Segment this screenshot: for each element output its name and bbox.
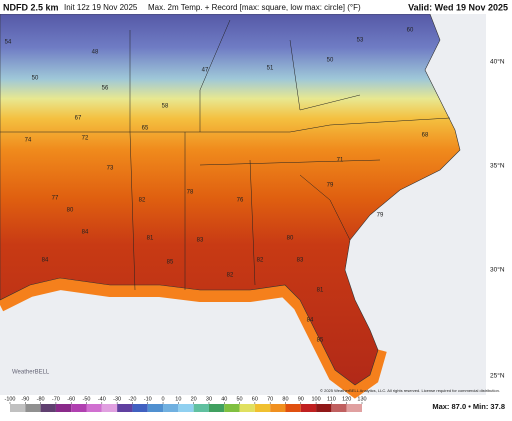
station-value: 48: [92, 50, 99, 56]
station-value: 85: [317, 338, 324, 344]
colorbar-tick: 60: [252, 396, 258, 402]
station-value: 60: [407, 28, 414, 34]
colorbar-segment: [55, 404, 72, 412]
colorbar-segment: [254, 404, 271, 412]
station-value: 50: [32, 76, 39, 82]
station-value: 81: [317, 288, 324, 294]
station-value: 51: [267, 66, 274, 72]
copyright: © 2025 WeatherBELL Analytics, LLC. All r…: [320, 388, 500, 393]
station-value: 72: [82, 136, 89, 142]
station-value: 73: [107, 166, 114, 172]
init: Init 12z 19 Nov 2025: [64, 3, 138, 12]
colorbar-tick: -90: [21, 396, 29, 402]
logo: WeatherBELL: [12, 370, 50, 376]
colorbar-segment: [101, 404, 118, 412]
station-value: 79: [377, 213, 384, 219]
station-value: 54: [5, 40, 12, 46]
colorbar-tick: 0: [162, 396, 165, 402]
colorbar-tick: -60: [67, 396, 75, 402]
colorbar-segment: [40, 404, 56, 412]
station-value: 82: [139, 198, 146, 204]
colorbar-tick: 130: [357, 396, 366, 402]
colorbar-segment: [331, 404, 347, 412]
station-value: 85: [167, 260, 174, 266]
colorbar-segment: [178, 404, 194, 412]
station-value: 77: [52, 196, 59, 202]
station-value: 65: [142, 126, 149, 132]
colorbar-segment: [270, 404, 286, 412]
station-value: 79: [327, 183, 334, 189]
colorbar-segment: [163, 404, 179, 412]
colorbar-tick: 100: [311, 396, 320, 402]
station-value: 80: [67, 208, 74, 214]
colorbar-tick: -70: [52, 396, 60, 402]
colorbar-segment: [316, 404, 332, 412]
colorbar-segment: [285, 404, 301, 412]
station-value: 68: [422, 133, 429, 139]
station-value: 83: [297, 258, 304, 264]
station-value: 78: [187, 190, 194, 196]
station-value: 84: [42, 258, 49, 264]
product: Max. 2m Temp. + Record [max: square, low…: [148, 3, 361, 12]
colorbar-tick: 70: [267, 396, 273, 402]
latitude-label: 35°N: [490, 162, 505, 170]
station-value: 71: [337, 158, 344, 164]
colorbar-tick: -50: [83, 396, 91, 402]
latitude-label: 30°N: [490, 266, 505, 274]
latitude-label: 40°N: [490, 58, 505, 66]
latitude-label: 25°N: [490, 372, 505, 380]
colorbar-segment: [86, 404, 102, 412]
station-value: 53: [357, 38, 364, 44]
colorbar-segment: [25, 404, 41, 412]
colorbar-tick: -80: [37, 396, 45, 402]
colorbar-segment: [117, 404, 133, 412]
colorbar-tick: -30: [113, 396, 121, 402]
colorbar-tick: 20: [191, 396, 197, 402]
station-value: 56: [102, 86, 109, 92]
station-value: 67: [75, 116, 82, 122]
colorbar-segment: [10, 404, 26, 412]
colorbar-segment: [193, 404, 209, 412]
station-value: 58: [162, 104, 169, 110]
colorbar-segment: [71, 404, 87, 412]
colorbar-tick: -40: [98, 396, 106, 402]
model: NDFD 2.5 km: [3, 2, 59, 12]
station-value: 82: [227, 273, 234, 279]
station-value: 81: [147, 236, 154, 242]
colorbar-segment: [224, 404, 240, 412]
station-value: 47: [202, 68, 209, 74]
station-value: 83: [197, 238, 204, 244]
colorbar-segment: [300, 404, 317, 412]
colorbar-tick: 10: [175, 396, 181, 402]
colorbar-segment: [239, 404, 255, 412]
colorbar-segment: [132, 404, 148, 412]
coastal-water: [0, 275, 387, 399]
station-value: 82: [257, 258, 264, 264]
valid: Valid: Wed 19 Nov 2025: [408, 2, 508, 12]
colorbar-tick: 110: [327, 396, 336, 402]
station-value: 74: [25, 138, 32, 144]
colorbar-segment: [147, 404, 164, 412]
station-value: 76: [237, 198, 244, 204]
colorbar-tick: 80: [282, 396, 288, 402]
station-value: 80: [287, 236, 294, 242]
station-value: 84: [82, 230, 89, 236]
colorbar-tick: 120: [342, 396, 351, 402]
colorbar-tick: 30: [206, 396, 212, 402]
colorbar-segment: [346, 404, 362, 412]
colorbar-tick: -100: [4, 396, 15, 402]
colorbar-tick: -20: [128, 396, 136, 402]
colorbar-segment: [208, 404, 225, 412]
stats: Max: 87.0 • Min: 37.8: [432, 402, 505, 411]
colorbar-tick: 50: [237, 396, 243, 402]
colorbar-tick: 40: [221, 396, 227, 402]
state-borders: [0, 19, 451, 291]
colorbar-tick: -10: [144, 396, 152, 402]
station-value: 50: [327, 58, 334, 64]
station-value: 84: [307, 318, 314, 324]
land: [0, 13, 461, 386]
colorbar-tick: 90: [298, 396, 304, 402]
